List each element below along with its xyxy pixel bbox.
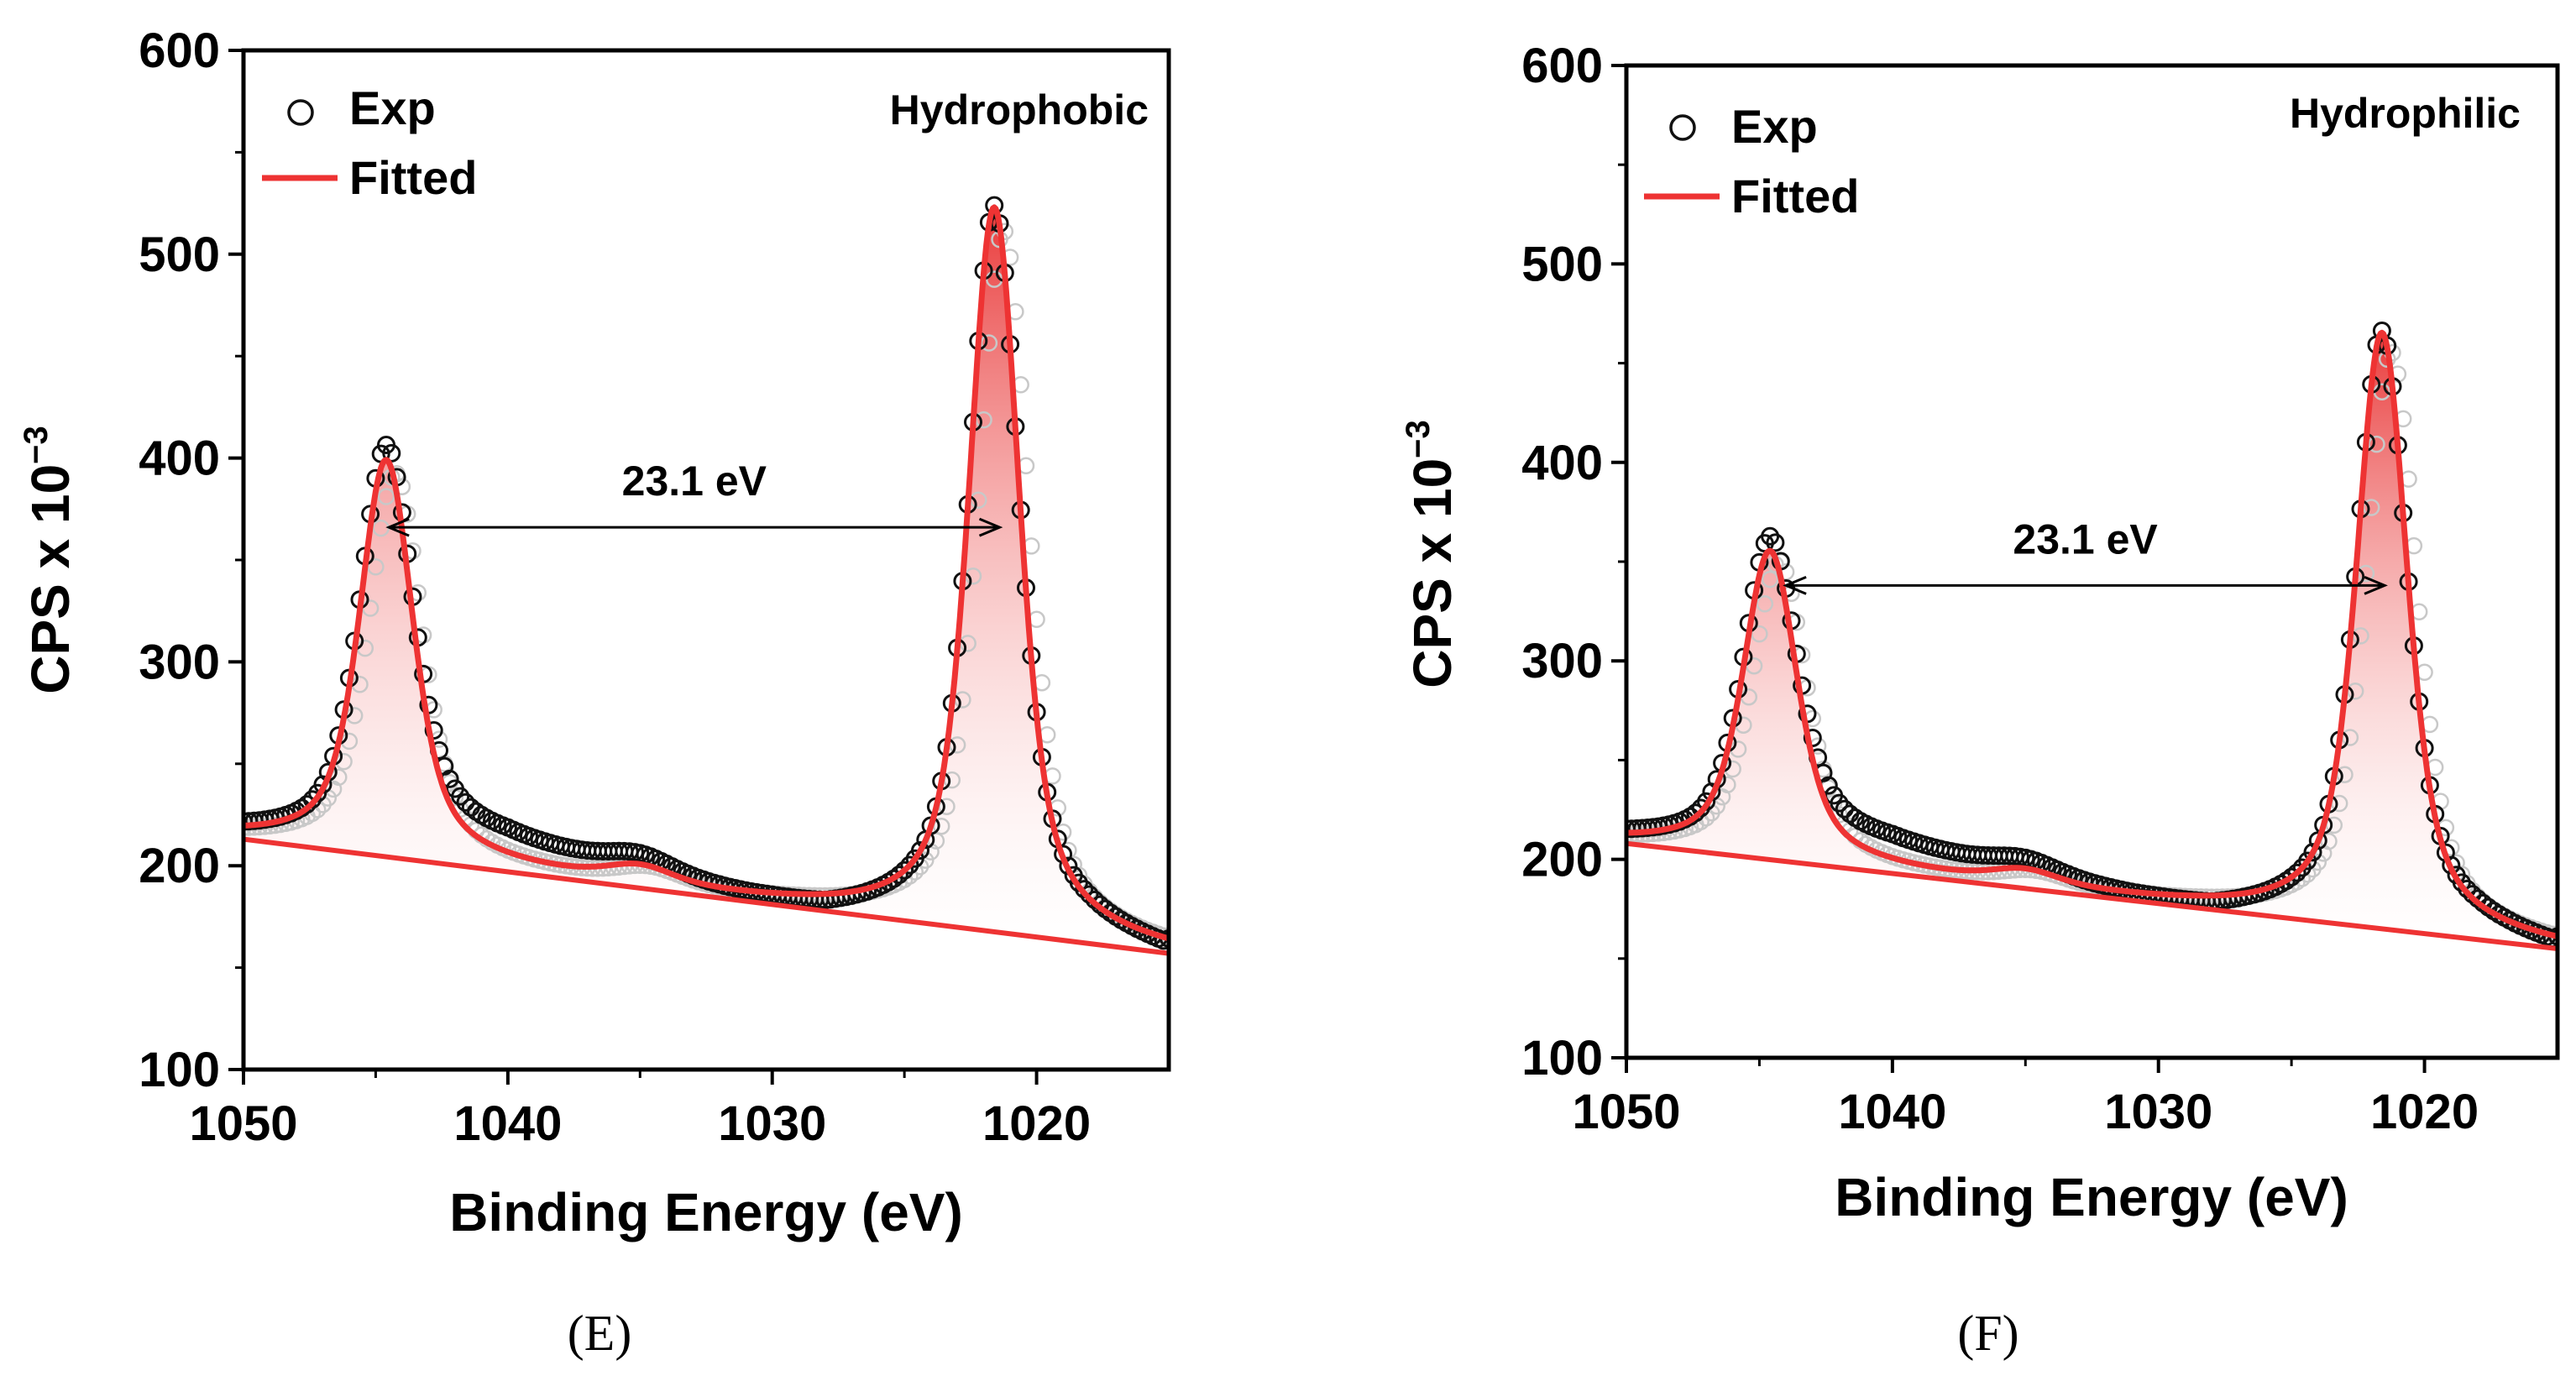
exp-data-point [2282, 867, 2301, 887]
panel-e-y-axis-label-exponent: −3 [18, 426, 55, 464]
exp-data-point [451, 787, 470, 806]
panel-e-fitted-line [243, 204, 1169, 942]
exp-data-point [424, 721, 443, 740]
panel-e-legend-exp-symbol [287, 99, 314, 126]
component-marker [2368, 435, 2385, 453]
x-tick-label: 1050 [189, 1096, 297, 1151]
panel-e-arrowhead-left [385, 517, 410, 537]
exp-data-point [895, 861, 914, 880]
x-tick-label: 1040 [1838, 1085, 1946, 1139]
panel-e: 1050 1040 1030 1020 100 200 300 400 500 600 23.1 … [18, 24, 1171, 1361]
x-tick-label: 1030 [718, 1096, 826, 1151]
exp-data-point [1830, 793, 1849, 813]
panel-f: 1050 1040 1030 1020 100 200 300 400 500 600 23.1 … [1400, 39, 2560, 1361]
y-tick-label: 500 [139, 228, 220, 282]
panel-e-arrowhead-right [978, 517, 1003, 537]
panel-e-legend: Exp Fitted [262, 81, 477, 204]
x-tick-label: 1020 [982, 1096, 1091, 1151]
x-tick-label: 1020 [2370, 1085, 2479, 1139]
y-tick-label: 300 [1521, 634, 1603, 688]
component-marker [2309, 853, 2327, 871]
panel-e-background-line [243, 836, 1169, 956]
y-tick-label: 400 [1521, 436, 1603, 490]
exp-data-point [456, 793, 475, 812]
panel-e-fill-area [243, 207, 1169, 954]
panel-e-caption: (E) [568, 1305, 632, 1361]
component-marker [980, 334, 998, 352]
component-marker [1751, 625, 1768, 643]
exp-data-point [2303, 843, 2322, 862]
exp-data-point [911, 841, 929, 860]
exp-data-point [1803, 729, 1822, 747]
panel-e-plot-area [243, 196, 1169, 956]
panel-f-y-axis-label-main: CPS x 10 [1402, 458, 1463, 688]
panel-f-caption: (F) [1957, 1305, 2018, 1361]
component-marker [927, 832, 945, 850]
panel-f-fitted-line [1626, 329, 2558, 939]
svg-text:CPS x 10−3: CPS x 10−3 [1400, 420, 1463, 688]
component-marker [377, 488, 395, 505]
y-tick-label: 400 [139, 432, 220, 486]
panel-e-x-axis-label: Binding Energy (eV) [449, 1182, 963, 1242]
x-tick-label: 1030 [2104, 1085, 2212, 1139]
panel-e-ticks: 1050 1040 1030 1020 100 200 300 400 500 600 [139, 24, 1091, 1151]
panel-e-annotation-text: 23.1 eV [622, 458, 767, 505]
panel-e-legend-fitted-label: Fitted [349, 151, 477, 204]
panel-f-legend-fitted-label: Fitted [1731, 170, 1859, 222]
component-marker [1756, 595, 1774, 613]
y-tick-label: 500 [1521, 237, 1603, 291]
panel-f-title: Hydrophilic [2290, 90, 2521, 137]
y-tick-label: 300 [139, 635, 220, 689]
panel-f-plot-area [1626, 322, 2558, 951]
panel-f-background-line [1626, 840, 2558, 951]
panel-e-title: Hydrophobic [890, 86, 1149, 133]
panel-f-y-axis-label-exponent: −3 [1400, 420, 1437, 458]
panel-f-ticks: 1050 1040 1030 1020 100 200 300 400 500 600 [1521, 39, 2479, 1139]
panel-e-y-axis-label: CPS x 10−3 [18, 426, 81, 694]
x-tick-label: 1040 [453, 1096, 562, 1151]
x-tick-label: 1050 [1572, 1085, 1680, 1139]
y-tick-label: 600 [139, 24, 220, 78]
panel-f-y-axis-label: CPS x 10−3 [1400, 420, 1463, 688]
exp-data-point [2463, 885, 2482, 904]
panel-f-arrowhead-right [2364, 575, 2388, 595]
y-tick-label: 100 [139, 1043, 220, 1097]
panel-e-y-axis-label-main: CPS x 10 [20, 464, 81, 694]
panel-f-fill-area [1626, 332, 2558, 949]
panel-f-x-axis-label: Binding Energy (eV) [1835, 1167, 2348, 1227]
exp-data-point [1766, 533, 1785, 552]
panel-f-arrowhead-left [1783, 575, 1807, 595]
component-marker [1761, 570, 1779, 588]
y-tick-label: 600 [1521, 39, 1603, 93]
component-marker [917, 851, 935, 869]
panel-f-legend-exp-label: Exp [1731, 100, 1818, 153]
y-tick-label: 200 [139, 839, 220, 893]
panel-f-legend: Exp Fitted [1644, 100, 1859, 222]
panel-f-annotation-text: 23.1 eV [2013, 515, 2158, 562]
panel-f-legend-exp-symbol [1669, 114, 1696, 141]
panel-e-legend-exp-label: Exp [349, 81, 436, 134]
exp-data-point [889, 866, 908, 885]
y-tick-label: 100 [1521, 1031, 1603, 1085]
svg-text:CPS x 10−3: CPS x 10−3 [18, 426, 81, 694]
exp-data-point [2287, 863, 2306, 882]
y-tick-label: 200 [1521, 833, 1603, 887]
